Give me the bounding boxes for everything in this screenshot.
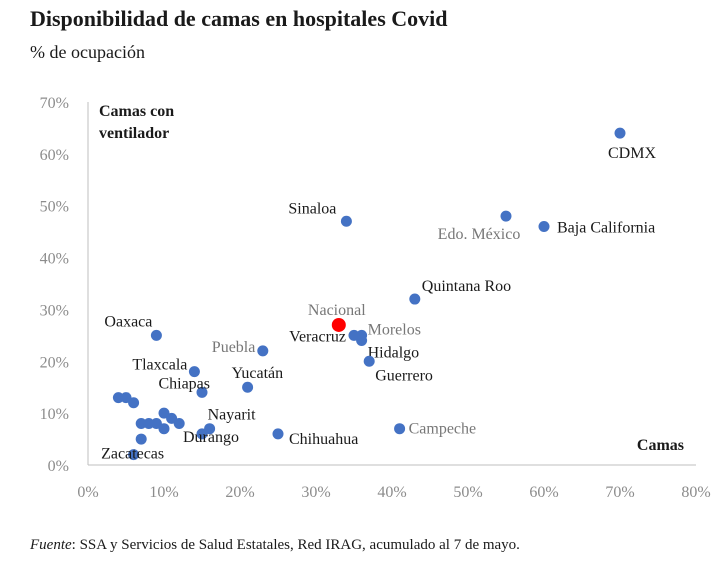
x-tick-label: 30% [301,484,330,501]
point-label: Veracruz [289,328,346,345]
point-label: Hidalgo [368,345,420,362]
point-label: Morelos [368,321,421,338]
y-tick-label: 0% [48,458,69,475]
source-label: Fuente [30,537,72,553]
data-point [112,392,124,404]
source-note: Fuente: SSA y Servicios de Salud Estatal… [30,537,520,554]
data-point [196,386,208,398]
point-label: Nayarit [208,407,257,424]
point-label: Oaxaca [104,313,152,330]
point-label: Yucatán [232,365,284,382]
x-tick-label: 40% [377,484,406,501]
chart-subtitle: % de ocupación [30,42,145,62]
scatter-chart: 0% 10% 20% 30% 40% 50% 60% 70% 80% 0% 10% 20% 30% 40%… [40,95,711,501]
point-label: Sinaloa [288,200,336,217]
data-point [394,423,406,435]
point-label: Durango [183,429,239,446]
point-label: Chiapas [158,375,210,392]
y-axis-title: Camas con ventilador [99,103,174,142]
point-label: CDMX [608,145,656,162]
point-label: Chihuahua [289,431,358,448]
data-point [143,418,155,430]
data-point [188,366,200,378]
data-point [150,329,162,341]
data-point [356,335,368,347]
x-tick-label: 70% [605,484,634,501]
data-point [538,220,550,232]
data-point [242,381,254,393]
data-point [128,449,140,461]
x-tick-label: 80% [681,484,710,501]
point-label: Edo. México [438,226,521,243]
y-tick-label: 10% [40,406,69,423]
data-point [135,418,147,430]
data-point [409,293,421,305]
data-point [331,317,346,332]
x-tick-label: 0% [77,484,98,501]
point-label: Nacional [308,302,366,319]
data-point [363,355,375,367]
point-label: Zacatecas [101,446,164,463]
y-tick-label: 50% [40,199,69,216]
data-point [340,215,352,227]
y-tick-label: 70% [40,95,69,112]
point-label: Puebla [212,339,256,356]
data-point [257,345,269,357]
x-axis-title: Camas [637,437,684,454]
data-point [500,210,512,222]
y-tick-label: 60% [40,147,69,164]
y-tick-label: 30% [40,302,69,319]
data-point [128,397,140,409]
x-tick-label: 50% [453,484,482,501]
chart-title: Disponibilidad de camas en hospitales Co… [30,6,448,31]
data-point [173,418,185,430]
y-tick-label: 40% [40,251,69,268]
point-label: Quintana Roo [422,278,511,295]
point-label: Tlaxcala [132,357,187,374]
x-tick-label: 20% [225,484,254,501]
data-point [158,423,170,435]
y-tick-label: 20% [40,354,69,371]
data-point [196,428,208,440]
data-point [614,127,626,139]
data-point [135,433,147,445]
point-label: Guerrero [375,367,433,384]
x-tick-label: 10% [149,484,178,501]
point-label: Baja California [557,219,655,236]
source-text: : SSA y Servicios de Salud Estatales, Re… [71,537,520,553]
data-point [272,428,284,440]
x-tick-label: 60% [529,484,558,501]
point-label: Campeche [409,421,477,438]
